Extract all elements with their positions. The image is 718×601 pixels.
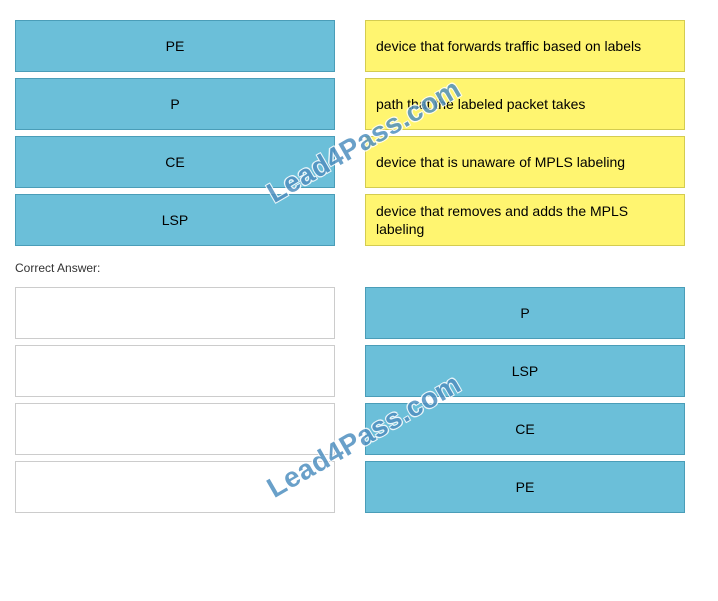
correct-answer-heading: Correct Answer: (15, 261, 703, 275)
correct-answer-label-text: Correct Answer: (15, 261, 100, 275)
answer-box-lsp[interactable]: LSP (365, 345, 685, 397)
definition-box[interactable]: path that the labeled packet takes (365, 78, 685, 130)
question-section: PE P CE LSP device that forwards traffic… (15, 20, 703, 246)
answer-section: P LSP CE PE (15, 287, 703, 513)
term-label: PE (166, 37, 185, 55)
answer-box-ce[interactable]: CE (365, 403, 685, 455)
answer-label: LSP (512, 362, 538, 380)
answer-label: CE (515, 420, 534, 438)
definition-box[interactable]: device that removes and adds the MPLS la… (365, 194, 685, 246)
answer-label: P (520, 304, 529, 322)
term-label: P (170, 95, 179, 113)
definition-text: device that removes and adds the MPLS la… (376, 202, 674, 238)
empty-slot[interactable] (15, 461, 335, 513)
term-box-pe[interactable]: PE (15, 20, 335, 72)
definition-text: path that the labeled packet takes (376, 95, 585, 113)
definition-box[interactable]: device that forwards traffic based on la… (365, 20, 685, 72)
definition-box[interactable]: device that is unaware of MPLS labeling (365, 136, 685, 188)
term-box-lsp[interactable]: LSP (15, 194, 335, 246)
term-box-p[interactable]: P (15, 78, 335, 130)
question-terms-column: PE P CE LSP (15, 20, 335, 246)
question-definitions-column: device that forwards traffic based on la… (365, 20, 685, 246)
definition-text: device that is unaware of MPLS labeling (376, 153, 625, 171)
empty-slot[interactable] (15, 345, 335, 397)
empty-slot[interactable] (15, 403, 335, 455)
term-box-ce[interactable]: CE (15, 136, 335, 188)
term-label: CE (165, 153, 184, 171)
answer-box-p[interactable]: P (365, 287, 685, 339)
answer-terms-column: P LSP CE PE (365, 287, 685, 513)
term-label: LSP (162, 211, 188, 229)
answer-label: PE (516, 478, 535, 496)
answer-box-pe[interactable]: PE (365, 461, 685, 513)
answer-empty-column (15, 287, 335, 513)
definition-text: device that forwards traffic based on la… (376, 37, 641, 55)
empty-slot[interactable] (15, 287, 335, 339)
